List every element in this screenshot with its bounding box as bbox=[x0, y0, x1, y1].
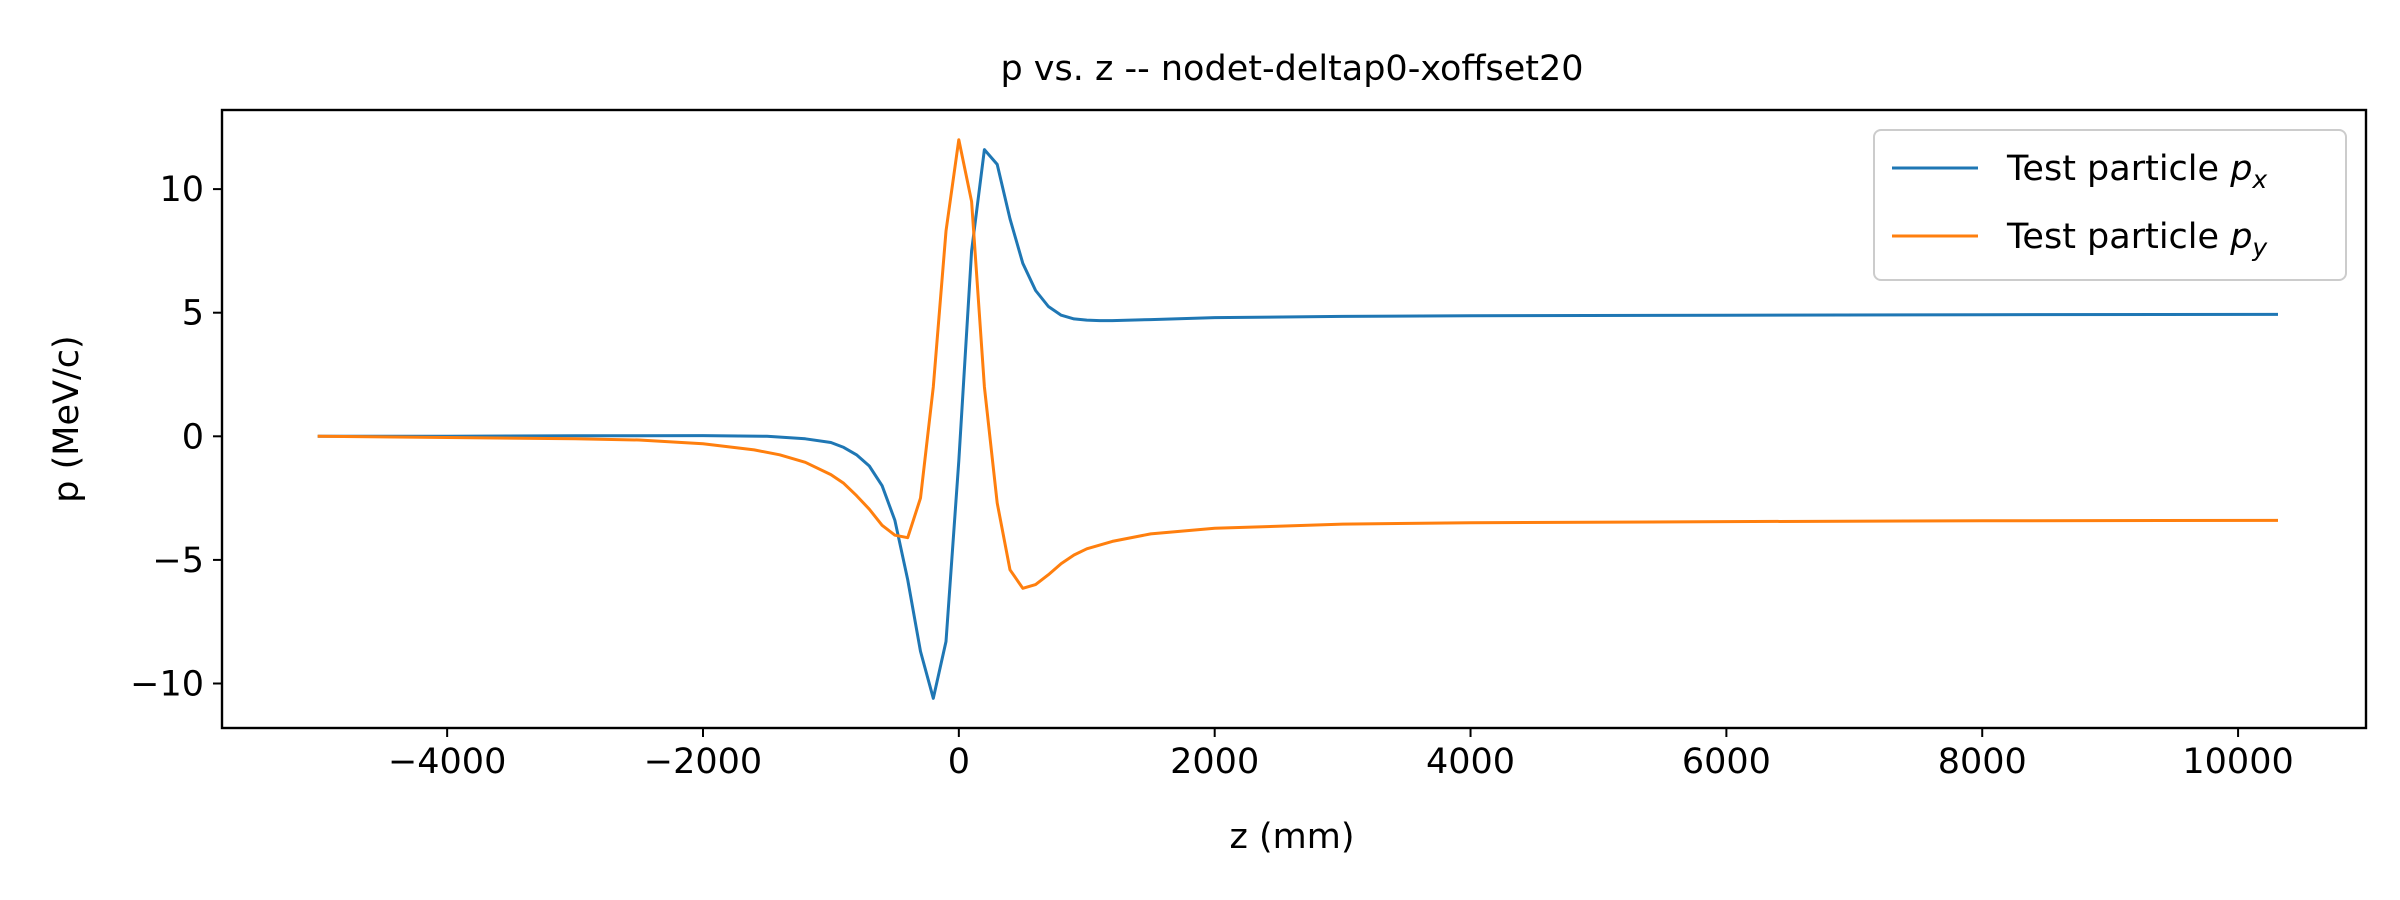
series-layer bbox=[317, 138, 2279, 700]
legend: Test particle px Test particle py bbox=[1873, 129, 2347, 281]
y-tick-label: 0 bbox=[182, 417, 204, 457]
chart-title: p vs. z -- nodet-deltap0-xoffset20 bbox=[1000, 49, 1583, 89]
series-line-y bbox=[317, 138, 2279, 590]
series-line-x bbox=[317, 148, 2279, 700]
x-tick-label: 2000 bbox=[1170, 742, 1259, 782]
y-axis-label: p (MeV/c) bbox=[47, 335, 87, 502]
x-tick-label: −2000 bbox=[644, 742, 762, 782]
x-tick-label: 10000 bbox=[2182, 742, 2293, 782]
x-tick-label: 6000 bbox=[1682, 742, 1771, 782]
x-axis-label: z (mm) bbox=[1230, 817, 1355, 857]
legend-label-x: Test particle px bbox=[2006, 149, 2267, 194]
x-tick-label: 4000 bbox=[1426, 742, 1515, 782]
y-axis: −10 −5 0 5 10 bbox=[130, 170, 222, 705]
legend-box bbox=[1873, 129, 2347, 281]
x-axis: −4000 −2000 0 2000 4000 6000 8000 10000 bbox=[388, 728, 2294, 782]
x-tick-label: 8000 bbox=[1938, 742, 2027, 782]
y-tick-label: 5 bbox=[182, 294, 204, 334]
y-tick-label: −5 bbox=[152, 541, 204, 581]
legend-label-y: Test particle py bbox=[2006, 217, 2268, 262]
x-tick-label: −4000 bbox=[388, 742, 506, 782]
y-tick-label: 10 bbox=[159, 170, 204, 210]
y-tick-label: −10 bbox=[130, 665, 204, 705]
x-tick-label: 0 bbox=[948, 742, 970, 782]
plot-frame bbox=[220, 108, 2368, 730]
